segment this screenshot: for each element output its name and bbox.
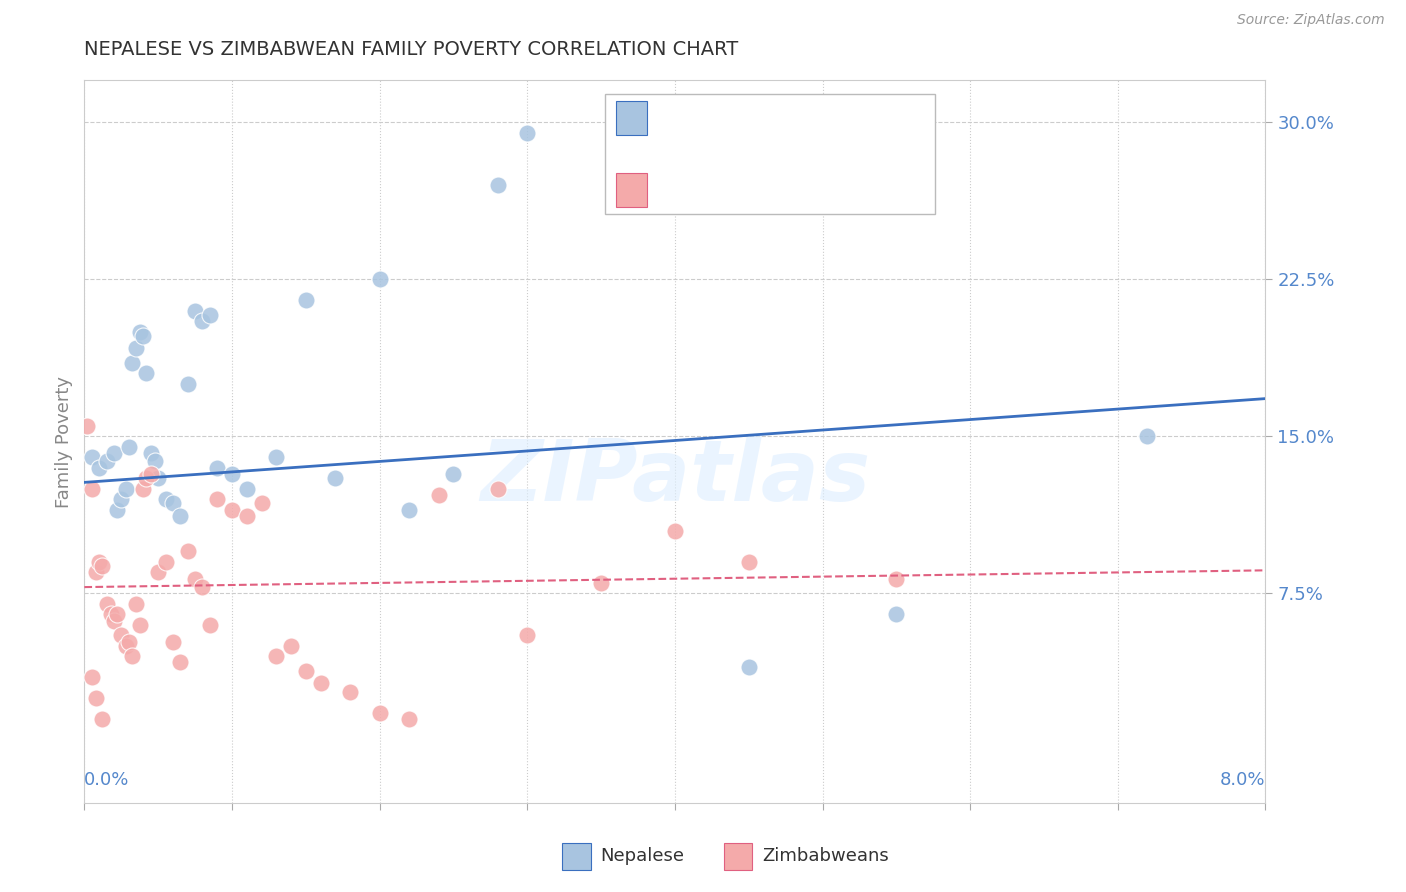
Point [121,356,143,370]
Point [886,607,908,622]
Point [339,685,361,699]
Point [80,670,103,684]
Point [96,454,118,468]
Point [135,471,157,485]
Point [198,617,221,632]
Point [738,659,761,673]
Point [110,628,132,642]
Point [309,676,332,690]
Point [664,524,686,538]
Point [143,454,166,468]
Point [427,488,450,502]
Point [162,634,184,648]
Point [295,293,318,308]
Point [114,639,136,653]
Text: R =  0.033   N = 47: R = 0.033 N = 47 [657,181,832,199]
Point [105,502,128,516]
Point [114,482,136,496]
Point [103,446,125,460]
Point [207,492,229,507]
Text: Source: ZipAtlas.com: Source: ZipAtlas.com [1237,13,1385,28]
Point [84,566,107,580]
Text: NEPALESE VS ZIMBABWEAN FAMILY POVERTY CORRELATION CHART: NEPALESE VS ZIMBABWEAN FAMILY POVERTY CO… [84,40,738,59]
Point [87,555,111,569]
Point [148,471,170,485]
Point [207,460,229,475]
Point [118,634,141,648]
Point [139,446,162,460]
Point [155,555,177,569]
Point [280,639,302,653]
Point [398,712,420,726]
Point [155,492,177,507]
Point [516,628,538,642]
Point [125,342,148,356]
Point [266,450,288,465]
Point [139,467,162,481]
Y-axis label: Family Poverty: Family Poverty [55,376,73,508]
Point [221,502,243,516]
Point [76,418,98,433]
Point [121,649,143,664]
Point [135,367,157,381]
Point [110,492,132,507]
Point [184,303,207,318]
Point [323,471,347,485]
Point [87,460,111,475]
Point [198,308,221,322]
Point [100,607,122,622]
Point [250,496,273,510]
Point [368,272,391,286]
Point [91,559,114,574]
Point [169,508,191,523]
Point [738,555,761,569]
Point [177,544,200,558]
Point [80,450,103,465]
Point [368,706,391,720]
Point [191,580,214,594]
Point [80,482,103,496]
Text: Nepalese: Nepalese [600,847,685,865]
Point [236,482,259,496]
Point [591,575,613,590]
Point [84,691,107,706]
Point [96,597,118,611]
Point [177,376,200,391]
Text: 8.0%: 8.0% [1220,772,1265,789]
Point [1136,429,1159,443]
Text: Zimbabweans: Zimbabweans [762,847,889,865]
Point [221,467,243,481]
Point [105,607,128,622]
Point [91,712,114,726]
Point [486,482,509,496]
Point [132,328,155,343]
Point [118,440,141,454]
Point [236,508,259,523]
Point [486,178,509,192]
Point [886,572,908,586]
Point [295,664,318,678]
Point [129,617,152,632]
Text: 0.0%: 0.0% [84,772,129,789]
Point [162,496,184,510]
Point [148,566,170,580]
Point [266,649,288,664]
Text: R =  0.143   N = 40: R = 0.143 N = 40 [657,109,832,127]
Text: ZIPatlas: ZIPatlas [479,436,870,519]
Point [443,467,465,481]
Point [184,572,207,586]
Point [169,656,191,670]
Point [516,126,538,140]
Point [129,325,152,339]
Point [103,614,125,628]
Point [191,314,214,328]
Point [125,597,148,611]
Point [398,502,420,516]
Point [132,482,155,496]
